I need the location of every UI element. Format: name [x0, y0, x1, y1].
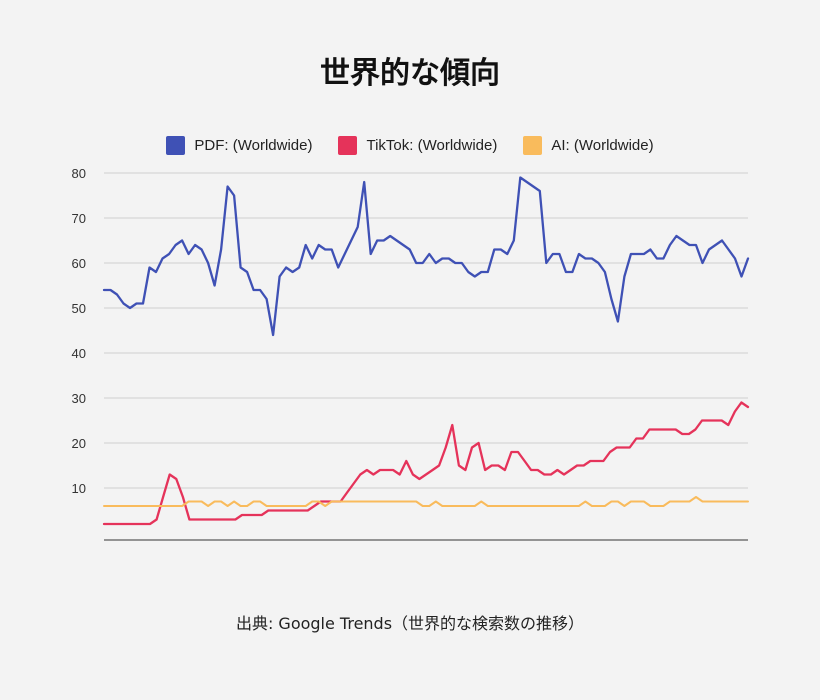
y-tick-label-50: 50	[72, 301, 86, 316]
y-tick-label-80: 80	[72, 166, 86, 181]
legend-item-ai[interactable]: AI: (Worldwide)	[523, 136, 654, 155]
y-tick-label-40: 40	[72, 346, 86, 361]
legend-item-pdf[interactable]: PDF: (Worldwide)	[166, 136, 312, 155]
chart-title: 世界的な傾向	[320, 56, 500, 91]
legend-item-tiktok[interactable]: TikTok: (Worldwide)	[338, 136, 497, 155]
legend-swatch-ai	[523, 136, 543, 155]
legend-swatch-pdf	[166, 136, 186, 155]
y-tick-label-20: 20	[72, 436, 86, 451]
series-line-ai	[103, 496, 749, 507]
y-tick-label-30: 30	[72, 391, 86, 406]
y-tick-label-70: 70	[72, 211, 86, 226]
chart-legend: PDF: (Worldwide) TikTok: (Worldwide) AI:…	[0, 136, 820, 155]
source-caption: 出典: Google Trends（世界的な検索数の推移）	[235, 614, 585, 633]
y-tick-label-60: 60	[72, 256, 86, 271]
legend-label-tiktok: TikTok: (Worldwide)	[366, 137, 498, 154]
series-line-tiktok	[102, 401, 750, 526]
series-line-pdf	[102, 176, 750, 337]
legend-swatch-tiktok	[338, 136, 358, 155]
legend-label-pdf: PDF: (Worldwide)	[194, 137, 313, 154]
y-tick-label-10: 10	[72, 481, 86, 496]
legend-label-ai: AI: (Worldwide)	[551, 137, 654, 154]
